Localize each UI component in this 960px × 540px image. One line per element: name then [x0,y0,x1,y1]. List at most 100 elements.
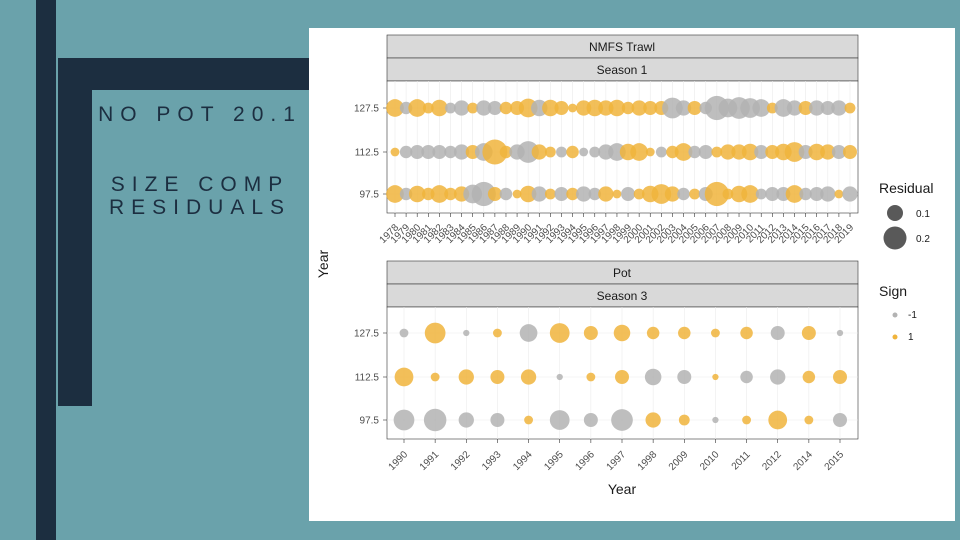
residual-bubble [785,185,804,203]
residual-bubble [421,145,436,159]
residual-bubble [576,186,592,202]
residual-bubble [453,100,470,116]
residual-bubble [802,370,816,384]
residual-bubble [770,369,786,385]
residual-bubble [711,328,720,338]
residual-bubble [674,143,693,161]
residual-bubble [740,326,753,340]
residual-bubble [499,101,513,115]
residual-bubble [566,145,579,159]
residual-bubble [583,413,598,427]
y-tick-label: 112.5 [355,373,380,384]
residual-bubble [844,102,856,114]
residual-bubble [598,186,614,202]
residual-bubble [831,100,847,116]
residual-bubble [633,188,645,200]
residual-bubble [689,188,701,200]
residual-bubble [490,413,505,427]
residual-bubble [424,322,446,344]
residual-bubble [487,101,502,115]
residual-bubble [621,101,635,115]
x-tick-label: 1997 [605,449,629,473]
residual-bubble [463,329,470,337]
residual-bubble [741,143,759,161]
legend-sign-negative-label: -1 [908,310,917,321]
x-tick-label: 2010 [698,449,722,473]
residual-bubble [566,187,579,201]
residual-bubble [836,329,844,337]
residual-bubble [519,324,538,342]
residual-bubble [453,144,470,160]
slide-title: NO POT 20.1 [98,103,302,126]
residual-bubble [471,181,496,207]
residual-bubble [842,186,858,202]
residual-bubble [399,187,413,201]
residual-bubble [556,373,563,381]
residual-bubble [586,99,604,117]
residual-bubble [643,101,658,115]
residual-bubble [786,100,803,116]
residual-bubble [611,409,633,431]
residual-bubble [517,141,540,163]
residual-bubble [467,102,479,114]
residual-bubble [386,185,404,203]
residual-bubble [393,409,415,431]
residual-bubble [765,187,780,201]
residual-bubble [432,145,447,159]
residual-bubble [809,100,825,116]
residual-bubble [458,412,474,428]
residual-bubble [804,415,814,425]
y-tick-label: 127.5 [354,329,379,340]
residual-bubble [512,189,522,199]
residual-bubble [664,186,681,202]
residual-bubble [677,370,692,384]
residual-bubble [687,101,702,115]
residual-bubble [820,144,836,160]
y-tick-label: 97.5 [360,416,380,427]
residual-bubble [399,328,409,338]
decorative-frame-inner [92,90,318,406]
residual-bubble [445,102,456,114]
residual-bubble [554,187,569,201]
decorative-frame-left [58,58,92,406]
residual-bubble [798,101,813,115]
residual-bubble [608,99,626,117]
strip-fleet-bottom-label: Pot [613,266,632,280]
residual-bubble [754,145,769,159]
residual-bubble [568,103,577,113]
residual-bubble [490,370,505,384]
residual-bubble [544,188,556,200]
x-tick-label: 2011 [730,449,753,472]
x-tick-label: 1996 [573,449,597,473]
x-tick-label: 2015 [823,449,847,473]
x-tick-label: 1990 [387,449,411,473]
residual-bubble [712,373,719,381]
legend-sign-negative-dot [892,312,898,318]
residual-bubble [820,186,836,202]
residual-bubble [544,146,556,158]
x-tick-label: 1994 [511,449,535,473]
legend-residual-large-label: 0.2 [916,234,930,245]
y-tick-label: 112.5 [355,148,380,159]
residual-bubble [444,145,457,159]
residual-bubble [430,185,449,203]
residual-bubble [520,369,537,385]
residual-bubble [774,99,793,117]
decorative-frame-top [58,58,318,90]
residual-bubble [831,145,846,159]
residual-bubble [586,372,596,382]
residual-bubble [651,184,672,204]
residual-bubble [741,185,759,203]
x-tick-label: 1995 [542,449,566,473]
residual-bubble [809,187,824,201]
residual-bubble [662,97,683,119]
residual-bubble [408,185,426,203]
residual-bubble [499,187,513,201]
y-tick-label: 97.5 [360,190,380,201]
residual-bubble [752,99,771,117]
residual-bubble [834,189,844,199]
residual-bubble [742,415,751,425]
residual-bubble [554,101,569,115]
residual-bubble [524,415,533,425]
residual-bubble [712,416,719,424]
